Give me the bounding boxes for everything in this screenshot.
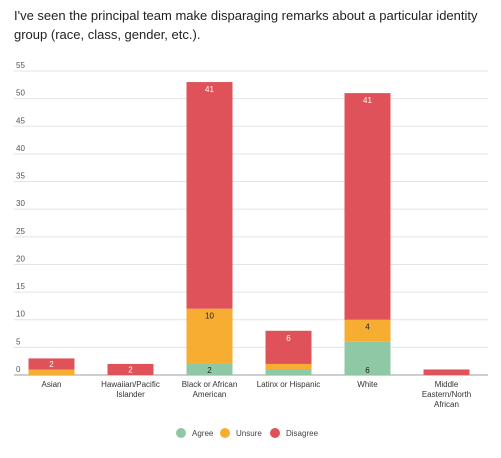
x-category-label: Black or African <box>182 380 238 389</box>
x-category-label: American <box>193 390 227 399</box>
y-tick-label: 55 <box>16 61 25 70</box>
x-category-label: Asian <box>41 380 61 389</box>
legend-label-agree: Agree <box>192 429 214 438</box>
bar-unsure <box>265 363 312 370</box>
bar-unsure <box>344 319 391 342</box>
bar-disagree <box>344 93 391 320</box>
x-category-label: White <box>357 380 378 389</box>
y-tick-label: 50 <box>16 89 25 98</box>
y-tick-label: 25 <box>16 227 25 236</box>
legend-swatch-unsure <box>220 428 230 438</box>
legend-swatch-agree <box>176 428 186 438</box>
data-label: 41 <box>363 96 372 105</box>
bar-disagree <box>186 82 233 309</box>
y-tick-label: 0 <box>16 365 21 374</box>
y-tick-label: 10 <box>16 310 25 319</box>
bar-agree <box>265 369 312 375</box>
x-category-label: Middle <box>435 380 459 389</box>
bar-unsure <box>28 369 75 375</box>
bar-agree <box>344 341 391 375</box>
y-tick-label: 40 <box>16 144 25 153</box>
data-label: 41 <box>205 85 214 94</box>
legend-label-disagree: Disagree <box>286 429 319 438</box>
chart-title: I've seen the principal team make dispar… <box>14 8 478 42</box>
y-tick-label: 5 <box>16 337 21 346</box>
y-tick-label: 35 <box>16 172 25 181</box>
bar-agree <box>186 363 233 375</box>
data-label: 2 <box>49 360 54 369</box>
data-label: 6 <box>286 334 291 343</box>
y-tick-label: 45 <box>16 116 25 125</box>
x-category-label: Latinx or Hispanic <box>257 380 321 389</box>
data-label: 10 <box>205 312 214 321</box>
x-category-label: Eastern/North <box>422 390 471 399</box>
bar-disagree <box>265 330 312 364</box>
data-label: 6 <box>365 366 370 375</box>
y-tick-label: 20 <box>16 254 25 263</box>
data-label: 4 <box>365 323 370 332</box>
bar-disagree <box>28 358 75 370</box>
data-label: 2 <box>207 366 212 375</box>
y-tick-label: 15 <box>16 282 25 291</box>
x-category-label: Hawaiian/Pacific <box>101 380 160 389</box>
legend-label-unsure: Unsure <box>236 429 262 438</box>
legend-swatch-disagree <box>270 428 280 438</box>
x-category-label: Islander <box>116 390 145 399</box>
x-category-label: African <box>434 400 459 409</box>
bar-unsure <box>186 308 233 364</box>
bar-disagree <box>423 369 470 375</box>
bar-disagree <box>107 363 154 375</box>
data-label: 2 <box>128 365 133 374</box>
y-tick-label: 30 <box>16 199 25 208</box>
